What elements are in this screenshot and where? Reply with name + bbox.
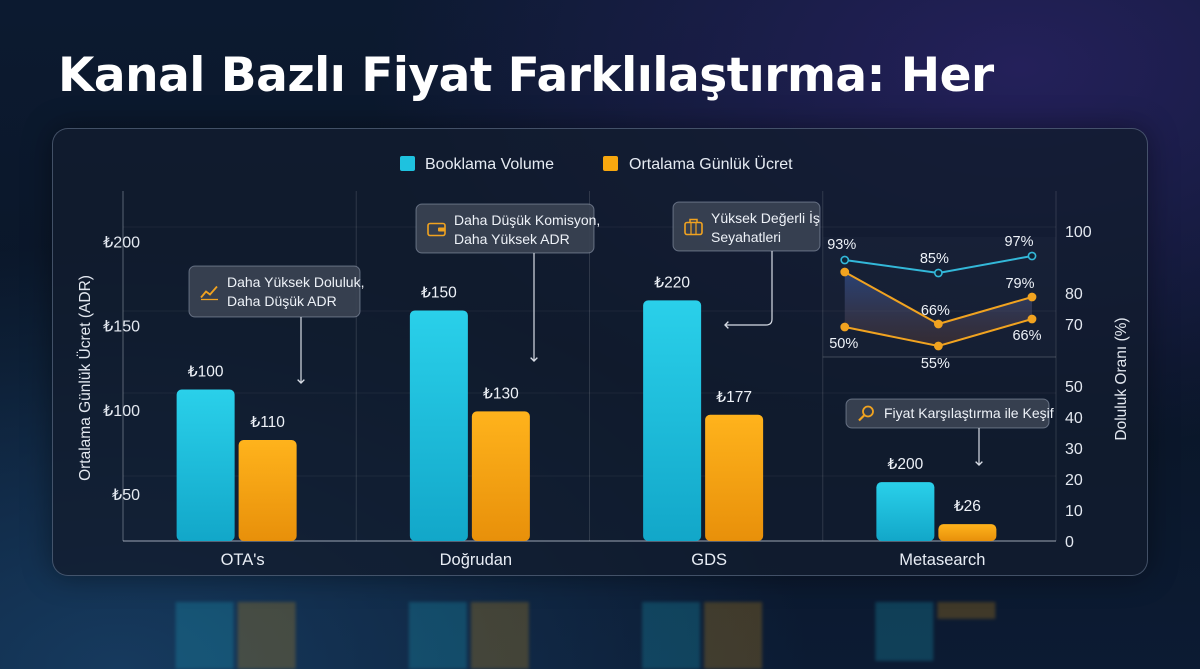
bar-booking-volume bbox=[176, 389, 235, 541]
inset-point bbox=[933, 341, 943, 351]
inset-band bbox=[844, 272, 1032, 346]
y2-axis-label: Doluluk Oranı (%) bbox=[1113, 317, 1130, 440]
y2-tick-label: 10 bbox=[1065, 503, 1083, 520]
bar-data-label: ₺150 bbox=[421, 284, 457, 301]
annotation-text: Daha Yüksek ADR bbox=[454, 231, 570, 247]
reflection-bar bbox=[175, 602, 234, 669]
x-tick-label: Doğrudan bbox=[440, 551, 512, 569]
y2-tick-label: 70 bbox=[1065, 317, 1083, 334]
annotation-callout: Fiyat Karşılaştırma ile Keşif bbox=[845, 398, 1054, 466]
annotation-box bbox=[672, 201, 821, 252]
inset-point bbox=[1027, 314, 1037, 324]
annotation-text: Daha Düşük ADR bbox=[227, 293, 337, 309]
legend-swatch-blue bbox=[400, 156, 415, 171]
annotation-text: Daha Düşük Komisyon, bbox=[454, 212, 600, 228]
bar-data-label: ₺130 bbox=[483, 385, 519, 402]
inset-point-label: 50% bbox=[829, 336, 858, 352]
inset-point bbox=[933, 319, 943, 329]
y2-tick-label: 20 bbox=[1065, 472, 1083, 489]
bar-adr bbox=[705, 414, 764, 541]
y2-tick-label: 50 bbox=[1065, 379, 1083, 396]
annotation-callout: Daha Yüksek Doluluk, Daha Düşük ADR bbox=[188, 265, 364, 384]
annotation-callout: Daha Düşük Komisyon, Daha Yüksek ADR bbox=[415, 203, 600, 362]
bar-data-label: ₺100 bbox=[188, 364, 224, 381]
y2-tick-label: 0 bbox=[1065, 534, 1074, 551]
bar-adr bbox=[471, 411, 530, 541]
wallet-icon bbox=[427, 222, 446, 237]
bar-booking-volume bbox=[876, 482, 935, 541]
bar-data-label: ₺177 bbox=[716, 389, 752, 406]
reflection-bar bbox=[704, 602, 763, 669]
x-tick-label: OTA's bbox=[221, 551, 265, 569]
bar-booking-volume bbox=[409, 310, 468, 541]
reflection-bar bbox=[408, 602, 467, 669]
reflection-bar bbox=[642, 602, 701, 669]
y2-tick-label: 30 bbox=[1065, 441, 1083, 458]
annotation-arrow bbox=[724, 251, 773, 329]
inset-point-label: 97% bbox=[1004, 234, 1033, 250]
annotation-callout: Yüksek Değerli İş Seyahatleri bbox=[672, 201, 821, 252]
trend-chart-icon bbox=[200, 285, 218, 301]
x-tick-label: GDS bbox=[691, 551, 727, 569]
inset-point bbox=[933, 268, 943, 278]
annotation-box bbox=[845, 398, 1050, 429]
bar-adr bbox=[238, 440, 297, 541]
reflection-bar bbox=[937, 602, 996, 619]
bar-data-label: ₺110 bbox=[250, 414, 285, 431]
bar-data-label: ₺26 bbox=[954, 498, 981, 515]
y-tick-label: ₺50 bbox=[112, 487, 140, 504]
inset-point-label: 79% bbox=[1005, 276, 1034, 292]
reflection-bar bbox=[875, 602, 934, 661]
inset-point-label: 66% bbox=[1012, 328, 1041, 344]
inset-point bbox=[1027, 251, 1037, 261]
legend-label: Ortalama Günlük Ücret bbox=[629, 155, 793, 173]
magnifier-icon bbox=[858, 405, 874, 422]
inset-point-label: 93% bbox=[827, 237, 856, 253]
inset-point-label: 85% bbox=[920, 251, 949, 267]
legend: Booklama Volume Ortalama Günlük Ücret bbox=[400, 155, 793, 173]
bar-data-label: ₺200 bbox=[888, 456, 924, 473]
y2-tick-label: 100 bbox=[1065, 224, 1092, 241]
inset-point-label: 55% bbox=[921, 356, 950, 372]
x-tick-label: Metasearch bbox=[899, 551, 985, 569]
annotation-box bbox=[415, 203, 595, 254]
inset-point-label: 66% bbox=[921, 303, 950, 319]
y-tick-label: ₺150 bbox=[103, 319, 140, 336]
chart-reflection bbox=[52, 578, 1146, 669]
bar-adr bbox=[938, 524, 997, 541]
page-title: Kanal Bazlı Fiyat Farklılaştırma: Her bbox=[58, 48, 994, 103]
y-tick-label: ₺200 bbox=[103, 234, 140, 251]
reflection-bar bbox=[237, 602, 296, 669]
legend-swatch-orange bbox=[603, 156, 618, 171]
legend-label: Booklama Volume bbox=[425, 156, 554, 173]
bar-data-label: ₺220 bbox=[654, 274, 690, 291]
y2-tick-label: 40 bbox=[1065, 410, 1083, 427]
inset-point bbox=[840, 255, 850, 265]
channel-chart: Booklama Volume Ortalama Günlük Ücret ₺50 ₺… bbox=[76, 155, 1130, 569]
y-tick-label: ₺100 bbox=[103, 403, 140, 420]
chart-card: Booklama Volume Ortalama Günlük Ücret ₺50 ₺… bbox=[52, 128, 1148, 576]
annotation-text: Yüksek Değerli İş bbox=[711, 209, 820, 226]
y-axis-label: Ortalama Günlük Ücret (ADR) bbox=[76, 275, 94, 481]
inset-point bbox=[840, 267, 850, 277]
briefcase-icon bbox=[684, 218, 703, 236]
annotation-box bbox=[188, 265, 361, 318]
reflection-bar bbox=[470, 602, 529, 669]
annotation-text: Fiyat Karşılaştırma ile Keşif bbox=[884, 405, 1054, 421]
annotation-text: Daha Yüksek Doluluk, bbox=[227, 274, 364, 290]
annotation-text: Seyahatleri bbox=[711, 229, 781, 245]
inset-point bbox=[1027, 292, 1037, 302]
inset-point bbox=[840, 322, 850, 332]
y2-tick-label: 80 bbox=[1065, 286, 1083, 303]
bar-booking-volume bbox=[643, 300, 702, 541]
